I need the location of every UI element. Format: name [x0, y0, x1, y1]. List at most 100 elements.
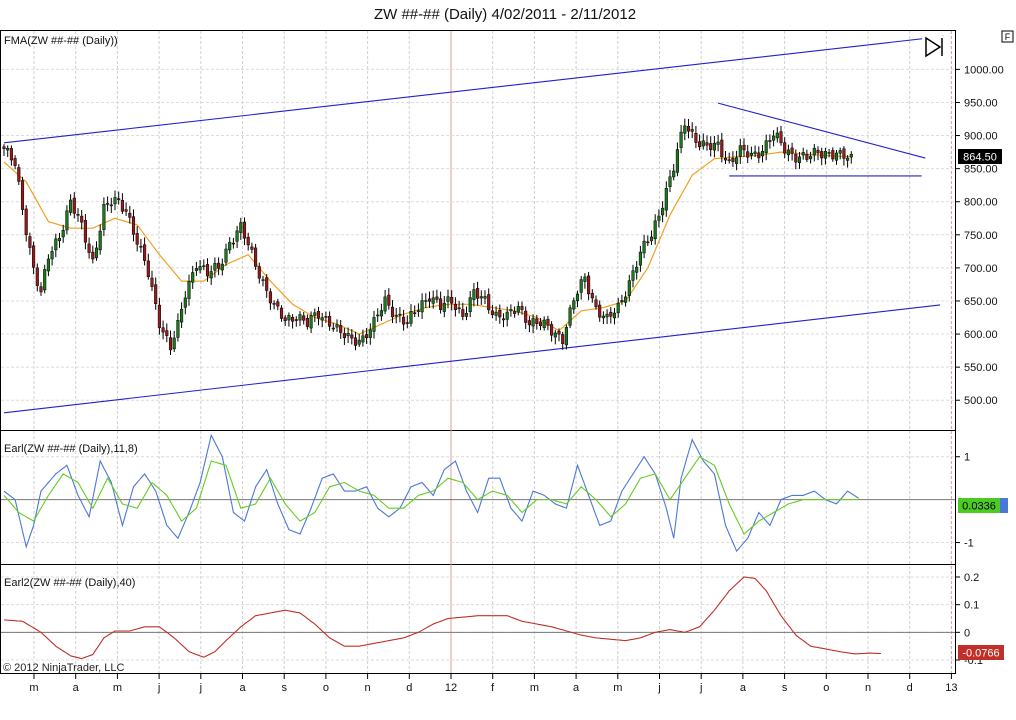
candle	[135, 226, 139, 252]
x-tick-label: 13	[945, 682, 957, 694]
candle	[83, 214, 87, 250]
x-tick-label: 12	[445, 682, 457, 694]
x-tick-label: a	[73, 682, 80, 694]
candle	[749, 146, 753, 160]
candle	[553, 329, 557, 345]
candle	[254, 243, 258, 270]
candle	[516, 301, 520, 316]
candle	[43, 264, 47, 294]
price-tick-label: 750.00	[964, 230, 998, 242]
candle	[786, 144, 790, 162]
candle	[265, 274, 269, 298]
candle	[797, 152, 802, 169]
x-tick-label: m	[29, 682, 38, 694]
candle	[72, 192, 76, 219]
candle	[435, 289, 439, 303]
x-tick-label: m	[530, 682, 539, 694]
candle	[139, 238, 143, 253]
candle	[76, 208, 80, 222]
corner-button[interactable]: F	[1001, 30, 1014, 43]
candle	[398, 307, 402, 323]
candle	[69, 194, 73, 216]
candle	[431, 290, 435, 309]
copyright-text: © 2012 NinjaTrader, LLC	[3, 662, 124, 674]
candle	[390, 300, 395, 323]
candle	[501, 313, 506, 328]
candle	[291, 314, 295, 329]
candle	[646, 235, 650, 247]
last-price-label: 864.50	[963, 152, 997, 164]
candle	[368, 323, 372, 345]
candle	[572, 297, 576, 314]
candle	[494, 306, 498, 321]
candle	[268, 288, 272, 310]
candle	[542, 316, 546, 331]
corner-label: F	[1005, 32, 1011, 42]
candle	[298, 311, 302, 327]
earl-tick-label: 1	[964, 452, 970, 464]
candle	[402, 309, 406, 331]
candle	[183, 291, 187, 315]
candle	[575, 290, 580, 308]
candle	[98, 224, 102, 255]
candle	[24, 205, 28, 242]
candle	[461, 302, 465, 321]
candle	[635, 261, 639, 280]
price-tick-label: 900.00	[964, 131, 998, 143]
candle	[106, 196, 110, 212]
candle	[39, 282, 43, 296]
x-tick-label: s	[281, 682, 287, 694]
candle	[202, 259, 206, 271]
candle	[775, 127, 779, 143]
candle	[561, 331, 565, 350]
candle	[809, 151, 813, 164]
candle	[387, 288, 391, 310]
candle	[331, 322, 335, 332]
candle	[302, 312, 306, 325]
earl-panel-title: Earl(ZW ##-## (Daily),11,8)	[4, 443, 138, 455]
candle	[420, 293, 424, 319]
price-panel-frame	[0, 30, 956, 431]
candle	[339, 319, 343, 339]
candle	[187, 274, 191, 306]
candle	[328, 311, 332, 331]
x-tick-label: o	[823, 682, 829, 694]
trendlines	[3, 35, 944, 414]
candle	[335, 319, 339, 332]
candle	[305, 314, 309, 330]
candle	[631, 264, 635, 288]
candle	[427, 291, 432, 309]
candle	[627, 274, 631, 302]
candle	[731, 151, 735, 167]
candle	[80, 209, 84, 230]
price-tick-label: 950.00	[964, 97, 998, 109]
candle	[705, 135, 709, 151]
scroll-to-end-button[interactable]	[922, 36, 946, 58]
earl-series-2	[3, 455, 859, 535]
candle	[257, 262, 261, 284]
x-tick-label: j	[199, 682, 202, 694]
candle	[6, 145, 10, 157]
candle	[394, 308, 398, 324]
candle	[779, 125, 783, 146]
candle	[91, 245, 95, 264]
candle	[709, 136, 713, 157]
candle	[772, 130, 776, 147]
candle	[35, 263, 39, 292]
candle	[54, 233, 58, 258]
price-tick-label: 550.00	[964, 362, 998, 374]
candle	[661, 201, 665, 223]
candle	[316, 306, 321, 326]
price-panel-title: FMA(ZW ##-## (Daily))	[4, 35, 118, 47]
candle	[405, 315, 409, 329]
candle	[805, 149, 809, 163]
candle	[568, 304, 572, 329]
candle	[450, 290, 454, 311]
candle	[605, 309, 609, 325]
candle	[672, 163, 676, 181]
candle	[675, 142, 679, 177]
candle	[94, 241, 99, 261]
earl2-series-1	[3, 576, 881, 660]
candle	[638, 245, 642, 272]
candle	[309, 311, 313, 334]
